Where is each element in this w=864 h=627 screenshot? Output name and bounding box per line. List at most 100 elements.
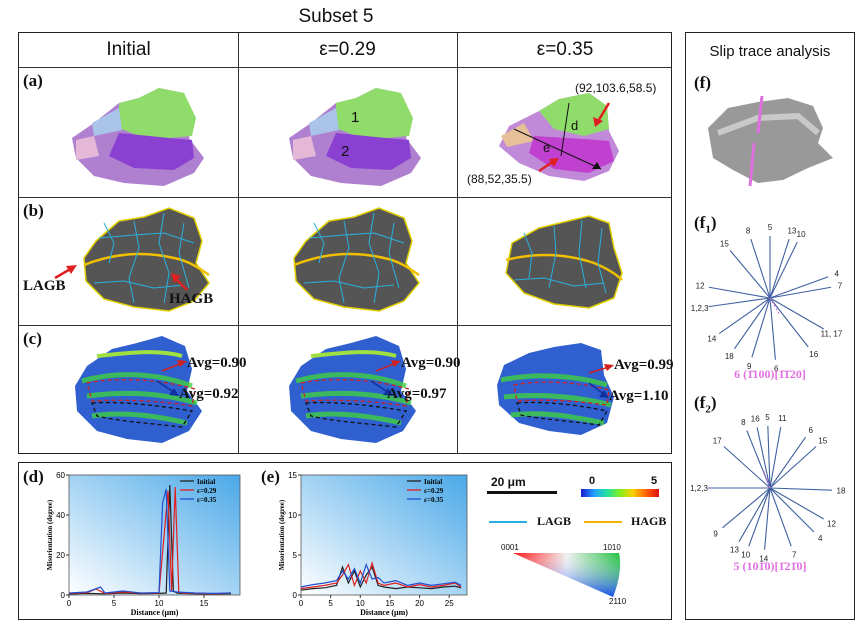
- f2-trace-label-13: 10: [741, 551, 750, 560]
- slip-label-f2: (f2): [694, 393, 717, 416]
- f1-trace-2: [769, 238, 790, 299]
- arrows-c-eps029: [370, 360, 401, 396]
- col-header-eps035: ε=0.35: [536, 39, 594, 60]
- f2-trace-label-11: 4: [818, 534, 823, 543]
- gb-map-initial: [83, 207, 210, 312]
- col-header-eps029: ε=0.29: [319, 39, 376, 60]
- red-arrows-a: [538, 102, 611, 173]
- e-legend-label-2: ε=0.35: [424, 496, 444, 504]
- e-ytick-label-2: 10: [288, 511, 297, 520]
- f2-trace-label-14: 14: [759, 555, 768, 563]
- f1-trace-5: [769, 276, 829, 299]
- trace-d-label: d: [571, 118, 579, 133]
- ipf-triangle: [513, 553, 621, 597]
- chart-e-label: (e): [261, 467, 280, 486]
- d-ylabel: Misorientation (degree): [46, 499, 54, 570]
- e-xtick-label-5: 25: [445, 599, 454, 608]
- colorbar-max: 5: [651, 475, 658, 487]
- e-ytick-label-3: 15: [288, 471, 297, 480]
- e-xtick-label-1: 5: [328, 599, 333, 608]
- f2-trace-label-3: 11: [778, 414, 787, 423]
- f2-trace-label-8: 18: [837, 486, 846, 495]
- f2-trace-0: [746, 430, 771, 489]
- scale-bar: [487, 491, 557, 494]
- d-legend-label-0: Initial: [197, 478, 215, 486]
- f2-pink-trace: [762, 469, 771, 489]
- f2-trace-8: [769, 487, 832, 491]
- avg-eps035-top: Avg=0.99: [614, 357, 674, 373]
- f2-trace-label-4: 17: [713, 436, 722, 445]
- colorbar: [581, 489, 659, 497]
- e-xtick-label-2: 10: [356, 599, 365, 608]
- f1-trace-14: [769, 297, 824, 330]
- f1-trace-3: [769, 242, 798, 299]
- legend-hagb: HAGB: [631, 514, 667, 528]
- stereo-f1: 8 5 13 10 15 4 7 12 1,2,3 14 18 9 6 16 11, 17: [691, 223, 843, 373]
- arrows-c-eps035: [588, 364, 614, 398]
- kam-map-eps029: [289, 336, 416, 443]
- d-xtick-label-2: 10: [155, 599, 164, 608]
- e-series-0: [300, 565, 462, 591]
- f1-pink-trace: [769, 297, 781, 316]
- colorbar-min: 0: [589, 475, 596, 487]
- f2-trace-label-2: 5: [765, 413, 770, 422]
- figure-title: Subset 5: [298, 6, 374, 27]
- f1-trace-12: [769, 297, 776, 360]
- f1-trace-label-5: 4: [834, 270, 839, 279]
- f2-trace-10: [769, 487, 824, 520]
- chart-d: 0 5 10 15 0 20 40 60 Distance (μm) Misorientation…: [46, 471, 241, 617]
- f2-trace-label-5: 6: [808, 426, 813, 435]
- d-legend-label-1: ε=0.29: [197, 487, 217, 495]
- f1-trace-label-2: 13: [787, 226, 796, 235]
- slip-title: Slip trace analysis: [709, 43, 831, 60]
- d-ytick-label-1: 20: [56, 551, 65, 560]
- slip-grain-image: [708, 95, 833, 187]
- f2-trace-14: [764, 487, 771, 550]
- d-xtick-label-3: 15: [200, 599, 209, 608]
- grain-2-label: 2: [341, 143, 350, 160]
- f1-trace-13: [769, 297, 809, 348]
- f2-trace-label-6: 15: [818, 436, 827, 445]
- f1-trace-7: [708, 286, 771, 299]
- slip-label-f: (f): [694, 73, 711, 92]
- col-header-initial: Initial: [106, 39, 151, 60]
- f1-trace-label-1: 5: [768, 223, 773, 232]
- ipf-0001: 0001: [501, 543, 519, 552]
- e-series-2: [300, 562, 462, 588]
- f1-trace-label-13: 16: [809, 350, 818, 359]
- d-plot-area: [68, 474, 241, 596]
- f1-trace-11: [751, 297, 771, 358]
- f2-caption: 5 (101̄0)[1̄21̄0]: [733, 559, 807, 573]
- f2-trace-label-7: 1,2,3: [690, 484, 708, 493]
- row-label-c: (c): [23, 329, 42, 348]
- e-ylabel: Misorientation (degree): [278, 499, 286, 570]
- coord-bottom: (88,52,35.5): [467, 172, 532, 186]
- avg-eps029-top: Avg=0.90: [401, 355, 461, 371]
- grain-1-label: 1: [351, 109, 360, 126]
- ipf-map-eps029: [289, 88, 421, 186]
- chart-d-label: (d): [23, 467, 44, 486]
- f2-trace-5: [769, 436, 807, 489]
- f2-trace-9: [722, 487, 771, 529]
- f1-trace-6: [769, 286, 832, 299]
- d-xlabel: Distance (μm): [131, 608, 179, 617]
- f1-trace-label-14: 11, 17: [821, 330, 843, 339]
- e-plot-area: [300, 474, 468, 596]
- avg-eps035-bottom: Avg=1.10: [609, 388, 669, 404]
- f1-trace-label-9: 14: [707, 335, 716, 344]
- e-series-1: [300, 560, 462, 590]
- f2-trace-label-0: 8: [741, 418, 746, 427]
- red-arrows-b: [54, 265, 188, 291]
- hagb-label: HAGB: [169, 291, 214, 307]
- f2-trace-6: [769, 446, 817, 489]
- slip-trace-panel: Slip trace analysis (f) (f1) 8 5 13 10 15 4 7 1…: [685, 32, 855, 620]
- avg-eps029-bottom: Avg=0.97: [387, 386, 447, 402]
- gb-map-eps035: [505, 215, 623, 309]
- ipf-map-initial: [72, 88, 204, 186]
- e-xtick-label-3: 15: [385, 599, 394, 608]
- coord-top: (92,103.6,58.5): [575, 81, 657, 95]
- f2-trace-11: [769, 487, 815, 533]
- e-ytick-label-1: 5: [293, 551, 298, 560]
- slip-label-f1: (f1): [694, 213, 717, 236]
- f2-trace-label-12: 13: [730, 545, 739, 554]
